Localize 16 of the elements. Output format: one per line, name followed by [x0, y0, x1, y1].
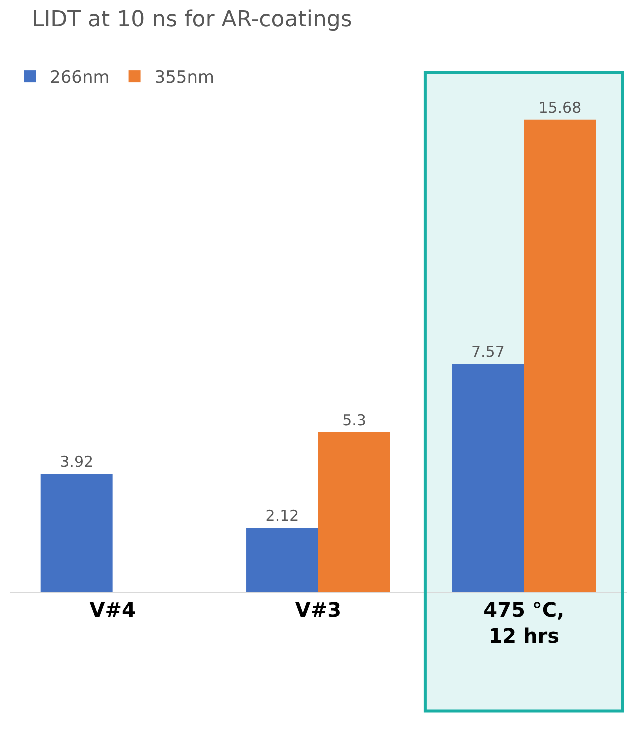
x-tick-label: 475 °C, 12 hrs — [484, 598, 565, 648]
chart-title: LIDT at 10 ns for AR-coatings — [32, 8, 352, 33]
bar — [246, 528, 318, 592]
data-label: 7.57 — [471, 343, 505, 362]
legend-label: 355nm — [154, 68, 215, 88]
legend-label: 266nm — [50, 68, 110, 88]
bar — [524, 120, 596, 592]
data-label: 5.3 — [342, 411, 366, 430]
bar — [40, 474, 113, 592]
x-tick-label: V#4 — [90, 598, 136, 622]
bar — [452, 364, 524, 592]
data-label: 2.12 — [266, 507, 300, 526]
data-label: 3.92 — [60, 452, 94, 471]
bar — [318, 432, 390, 592]
data-label: 15.68 — [538, 98, 582, 117]
x-tick-label: V#3 — [295, 598, 342, 622]
